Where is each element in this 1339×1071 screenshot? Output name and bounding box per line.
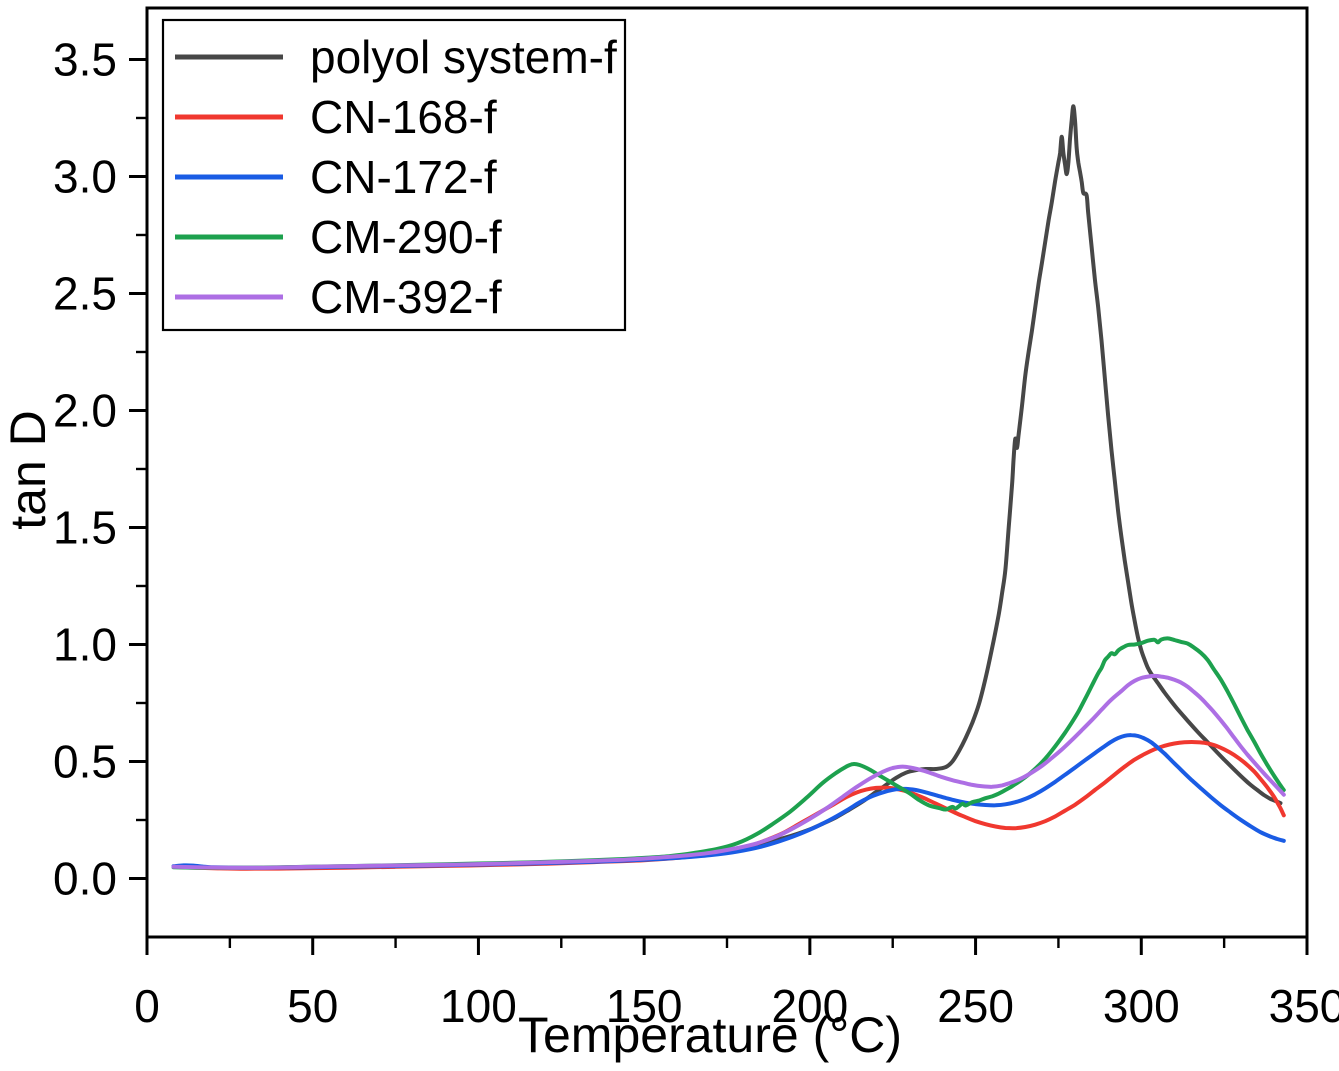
legend-label: CM-290-f	[310, 211, 502, 263]
legend: polyol system-f CN-168-f CN-172-f CM-290-f C…	[161, 18, 627, 332]
y-tick-label: 0.5	[53, 735, 117, 787]
y-tick-label: 1.5	[53, 501, 117, 553]
legend-label: CM-392-f	[310, 271, 502, 323]
legend-item: CM-392-f	[175, 271, 502, 323]
y-tick-label: 2.0	[53, 384, 117, 436]
legend-item: polyol system-f	[175, 31, 617, 83]
legend-item: CM-290-f	[175, 211, 502, 263]
x-tick-label: 350	[1269, 980, 1339, 1032]
legend-label: polyol system-f	[310, 31, 617, 83]
x-tick-label: 0	[134, 980, 160, 1032]
x-tick-label: 300	[1103, 980, 1180, 1032]
y-tick-label: 0.0	[53, 852, 117, 904]
series-curve-cm-392-f	[171, 673, 1286, 870]
series-curve-cm-290-f	[171, 636, 1286, 870]
legend-item: CN-172-f	[175, 151, 497, 203]
legend-item: CN-168-f	[175, 91, 497, 143]
y-tick-label: 2.5	[53, 267, 117, 319]
x-axis-label: Temperature (°C)	[518, 1007, 902, 1063]
y-axis-label: tan D	[0, 410, 56, 530]
legend-label: CN-168-f	[310, 91, 497, 143]
y-tick-label: 3.0	[53, 150, 117, 202]
x-tick-label: 150	[606, 980, 683, 1032]
x-tick-label: 250	[937, 980, 1014, 1032]
y-tick-label: 3.5	[53, 33, 117, 85]
x-tick-label: 100	[440, 980, 517, 1032]
x-tick-label: 200	[771, 980, 848, 1032]
y-tick-label: 1.0	[53, 618, 117, 670]
x-tick-label: 50	[287, 980, 338, 1032]
legend-label: CN-172-f	[310, 151, 497, 203]
